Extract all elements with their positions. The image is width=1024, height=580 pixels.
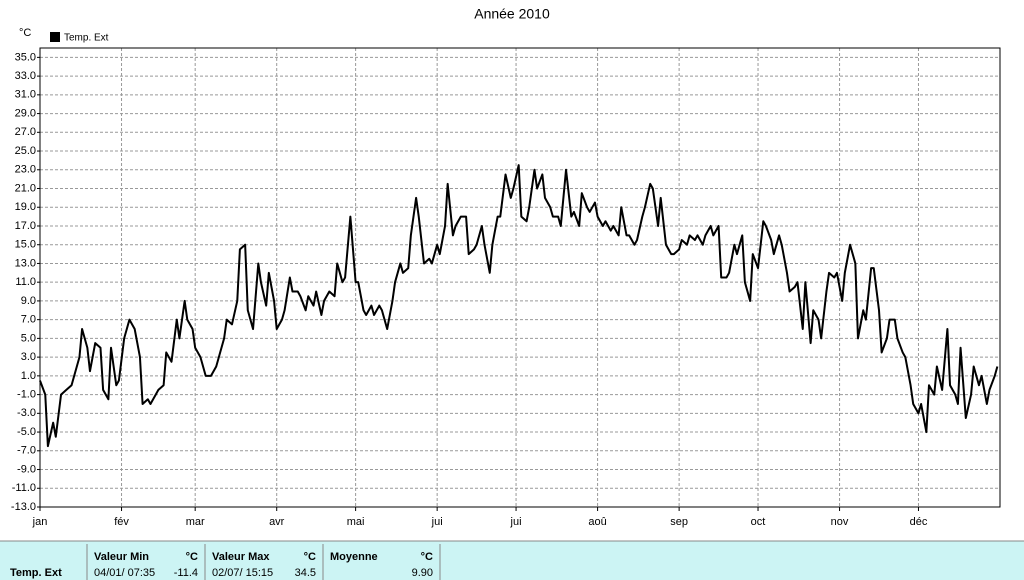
col-value: 34.5 — [295, 567, 316, 579]
col-unit: °C — [421, 551, 433, 563]
plot-border — [39, 47, 1001, 508]
row-label: Temp. Ext — [10, 567, 62, 579]
y-tick-label: -5.0 — [17, 426, 36, 438]
y-tick-label: 19.0 — [15, 201, 36, 213]
x-tick-label: mai — [347, 516, 365, 528]
y-tick-label: -3.0 — [17, 407, 36, 419]
col-title: Valeur Min — [94, 551, 149, 563]
y-tick-label: -1.0 — [17, 388, 36, 400]
col-time: 04/01/ 07:35 — [94, 567, 155, 579]
legend-label: Temp. Ext — [64, 33, 109, 44]
x-tick-label: jui — [510, 516, 522, 528]
y-tick-label: 29.0 — [15, 107, 36, 119]
y-tick-label: 15.0 — [15, 239, 36, 251]
data-line — [39, 164, 999, 448]
y-tick-label: 31.0 — [15, 89, 36, 101]
y-tick-label: 25.0 — [15, 145, 36, 157]
y-tick-label: 27.0 — [15, 126, 36, 138]
y-tick-label: -13.0 — [11, 501, 36, 513]
chart-title: Année 2010 — [474, 6, 550, 22]
y-tick-label: 17.0 — [15, 220, 36, 232]
x-tick-label: fév — [114, 516, 129, 528]
y-tick-label: 21.0 — [15, 182, 36, 194]
x-tick-label: nov — [831, 516, 849, 528]
x-tick-label: aoû — [588, 516, 606, 528]
y-unit: °C — [19, 27, 31, 39]
y-tick-label: -11.0 — [12, 482, 36, 494]
col-title: Valeur Max — [212, 551, 270, 563]
x-tick-label: avr — [269, 516, 285, 528]
col-title: Moyenne — [330, 551, 378, 563]
col-time: 02/07/ 15:15 — [212, 567, 273, 579]
x-tick-label: mar — [186, 516, 205, 528]
x-tick-label: jui — [431, 516, 443, 528]
y-tick-label: -7.0 — [17, 445, 36, 457]
stats-panel — [0, 541, 1024, 580]
x-tick-label: déc — [910, 516, 928, 528]
legend-swatch — [50, 32, 60, 42]
x-tick-label: sep — [670, 516, 688, 528]
col-unit: °C — [186, 551, 198, 563]
y-tick-label: -9.0 — [17, 463, 36, 475]
x-tick-label: oct — [751, 516, 766, 528]
y-tick-label: 23.0 — [15, 164, 36, 176]
col-value: -11.4 — [174, 567, 198, 579]
plot-area: -13.0 -11.0 -9.0 -7.0 -5.0 -3.0 -1.0 1.0 3.0 5.0 7… — [11, 48, 1000, 528]
x-tick-label: jan — [32, 516, 48, 528]
y-tick-label: 11.0 — [15, 276, 36, 288]
y-tick-label: 5.0 — [21, 332, 36, 344]
y-tick-label: 13.0 — [15, 257, 36, 269]
y-tick-label: 9.0 — [21, 295, 36, 307]
y-tick-label: 7.0 — [21, 314, 36, 326]
col-value: 9.90 — [412, 567, 433, 579]
col-unit: °C — [304, 551, 316, 563]
y-tick-label: 35.0 — [15, 51, 36, 63]
y-tick-label: 3.0 — [21, 351, 36, 363]
y-tick-label: 1.0 — [21, 370, 36, 382]
y-tick-label: 33.0 — [15, 70, 36, 82]
